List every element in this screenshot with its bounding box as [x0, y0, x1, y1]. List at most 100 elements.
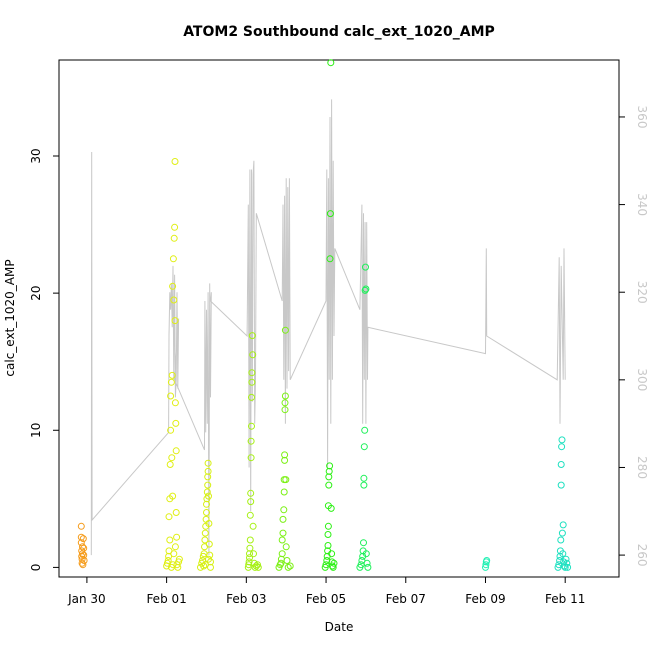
plot-frame	[58, 59, 620, 578]
x-axis-label: Date	[325, 620, 354, 634]
y2-tick-label: 360	[635, 106, 649, 129]
overlay-line	[90, 99, 566, 556]
data-point	[558, 529, 566, 537]
data-point	[322, 561, 330, 569]
data-point	[483, 557, 491, 564]
data-point	[482, 561, 490, 569]
data-point	[201, 529, 209, 537]
x-tick-label: Feb 09	[465, 592, 505, 606]
chart-title: ATOM2 Southbound calc_ext_1020_AMP	[183, 24, 495, 40]
series-feb-10	[482, 557, 491, 571]
data-point	[167, 378, 175, 386]
data-point	[206, 551, 214, 559]
data-point	[170, 296, 178, 304]
data-point	[281, 406, 289, 414]
x-axis: Jan 30 Feb 01 Feb 03 Feb 05 Feb 07 Feb 09 Feb …	[67, 577, 585, 606]
data-point	[362, 550, 370, 558]
data-point	[248, 393, 255, 401]
data-point	[171, 543, 179, 551]
data-point	[559, 521, 567, 529]
data-point	[247, 454, 255, 462]
data-point	[324, 531, 332, 538]
data-point	[323, 557, 331, 564]
data-point	[326, 255, 334, 263]
data-point	[558, 443, 566, 451]
data-point	[562, 555, 570, 563]
data-point	[164, 557, 172, 564]
data-point	[200, 562, 208, 570]
data-point	[325, 481, 333, 489]
data-point	[204, 481, 212, 489]
data-point	[248, 369, 256, 377]
series-feb-03	[244, 332, 262, 571]
data-point	[324, 522, 332, 530]
data-point	[278, 550, 286, 558]
data-point	[246, 544, 254, 552]
data-point	[561, 563, 569, 571]
data-point	[558, 436, 566, 444]
data-point	[283, 557, 291, 564]
data-point	[169, 492, 177, 500]
data-point	[203, 509, 210, 516]
y-axis-left: 0 10 20 30	[29, 148, 59, 571]
data-point	[281, 326, 289, 334]
data-point	[557, 481, 565, 489]
data-point	[364, 563, 372, 571]
data-point	[79, 535, 87, 543]
data-point	[361, 426, 369, 434]
data-point	[201, 536, 209, 544]
data-point	[171, 223, 179, 231]
data-point	[168, 371, 176, 379]
series-feb-01	[163, 158, 183, 571]
overlay-line-group	[90, 99, 566, 556]
data-point	[77, 522, 85, 530]
data-point	[249, 351, 257, 359]
data-point	[173, 533, 181, 541]
data-point	[246, 536, 254, 544]
data-point	[204, 459, 212, 467]
data-point	[327, 504, 335, 512]
data-point	[167, 392, 175, 400]
y-tick-label: 0	[29, 564, 43, 572]
data-point	[277, 559, 285, 567]
data-point	[324, 542, 332, 549]
data-point	[205, 520, 213, 527]
y-tick-label: 10	[29, 423, 43, 438]
y2-tick-label: 280	[635, 456, 649, 479]
data-point	[205, 555, 212, 563]
data-point	[171, 317, 179, 325]
series-feb-10-11	[554, 436, 572, 571]
data-point	[172, 419, 180, 427]
data-point	[249, 522, 257, 530]
data-point	[170, 550, 178, 558]
data-point	[205, 540, 213, 548]
data-point	[80, 557, 88, 564]
data-point	[363, 559, 371, 567]
data-point	[171, 399, 179, 407]
data-point	[247, 498, 255, 506]
data-point	[171, 158, 179, 165]
y2-tick-label: 320	[635, 281, 649, 304]
data-point	[169, 282, 177, 290]
data-point	[166, 536, 174, 544]
data-point	[327, 59, 335, 67]
data-point	[80, 544, 88, 552]
data-point	[247, 437, 255, 445]
data-point	[246, 554, 253, 562]
x-tick-label: Feb 11	[545, 592, 585, 606]
data-point	[246, 511, 254, 519]
data-point	[286, 562, 294, 570]
data-point	[168, 454, 176, 462]
data-point	[360, 539, 367, 547]
x-tick-label: Feb 07	[386, 592, 426, 606]
data-point	[248, 422, 255, 430]
data-point	[282, 543, 290, 551]
data-point	[360, 474, 368, 482]
data-point	[167, 426, 175, 434]
y-tick-label: 30	[29, 148, 43, 163]
data-point	[80, 551, 88, 559]
x-tick-label: Feb 05	[306, 592, 346, 606]
data-point	[204, 467, 212, 475]
data-point	[203, 488, 211, 496]
